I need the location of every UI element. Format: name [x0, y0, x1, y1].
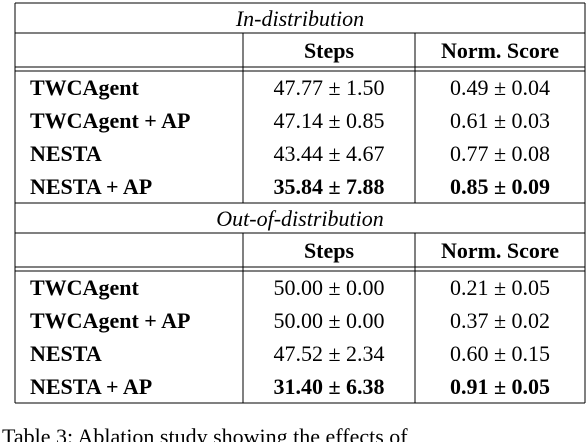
caption: Table 3: Ablation study showing the effe… [2, 424, 408, 442]
score-cell: 0.91 ± 0.05 [450, 374, 550, 399]
score-cell: 0.61 ± 0.03 [450, 108, 550, 133]
score-cell: 0.37 ± 0.02 [450, 308, 550, 333]
row-name: TWCAgent + AP [30, 108, 190, 133]
score-cell: 0.85 ± 0.09 [450, 174, 550, 199]
row-name: NESTA [30, 141, 102, 166]
steps-cell: 35.84 ± 7.88 [273, 174, 384, 199]
score-cell: 0.77 ± 0.08 [450, 141, 550, 166]
steps-cell: 47.52 ± 2.34 [273, 341, 384, 366]
row-name: NESTA + AP [30, 174, 152, 199]
row-name: TWCAgent + AP [30, 308, 190, 333]
row-name: NESTA [30, 341, 102, 366]
score-cell: 0.49 ± 0.04 [450, 75, 550, 100]
steps-cell: 50.00 ± 0.00 [273, 308, 384, 333]
steps-cell: 47.14 ± 0.85 [273, 108, 384, 133]
column-header: Norm. Score [441, 238, 559, 263]
column-header: Steps [304, 38, 355, 63]
row-name: TWCAgent [30, 75, 139, 100]
steps-cell: 43.44 ± 4.67 [273, 141, 384, 166]
score-cell: 0.21 ± 0.05 [450, 275, 550, 300]
section-title: In-distribution [235, 6, 364, 31]
column-header: Norm. Score [441, 38, 559, 63]
steps-cell: 31.40 ± 6.38 [273, 374, 384, 399]
section-title: Out-of-distribution [216, 206, 383, 231]
steps-cell: 50.00 ± 0.00 [273, 275, 384, 300]
score-cell: 0.60 ± 0.15 [450, 341, 550, 366]
row-name: NESTA + AP [30, 374, 152, 399]
row-name: TWCAgent [30, 275, 139, 300]
steps-cell: 47.77 ± 1.50 [273, 75, 384, 100]
column-header: Steps [304, 238, 355, 263]
